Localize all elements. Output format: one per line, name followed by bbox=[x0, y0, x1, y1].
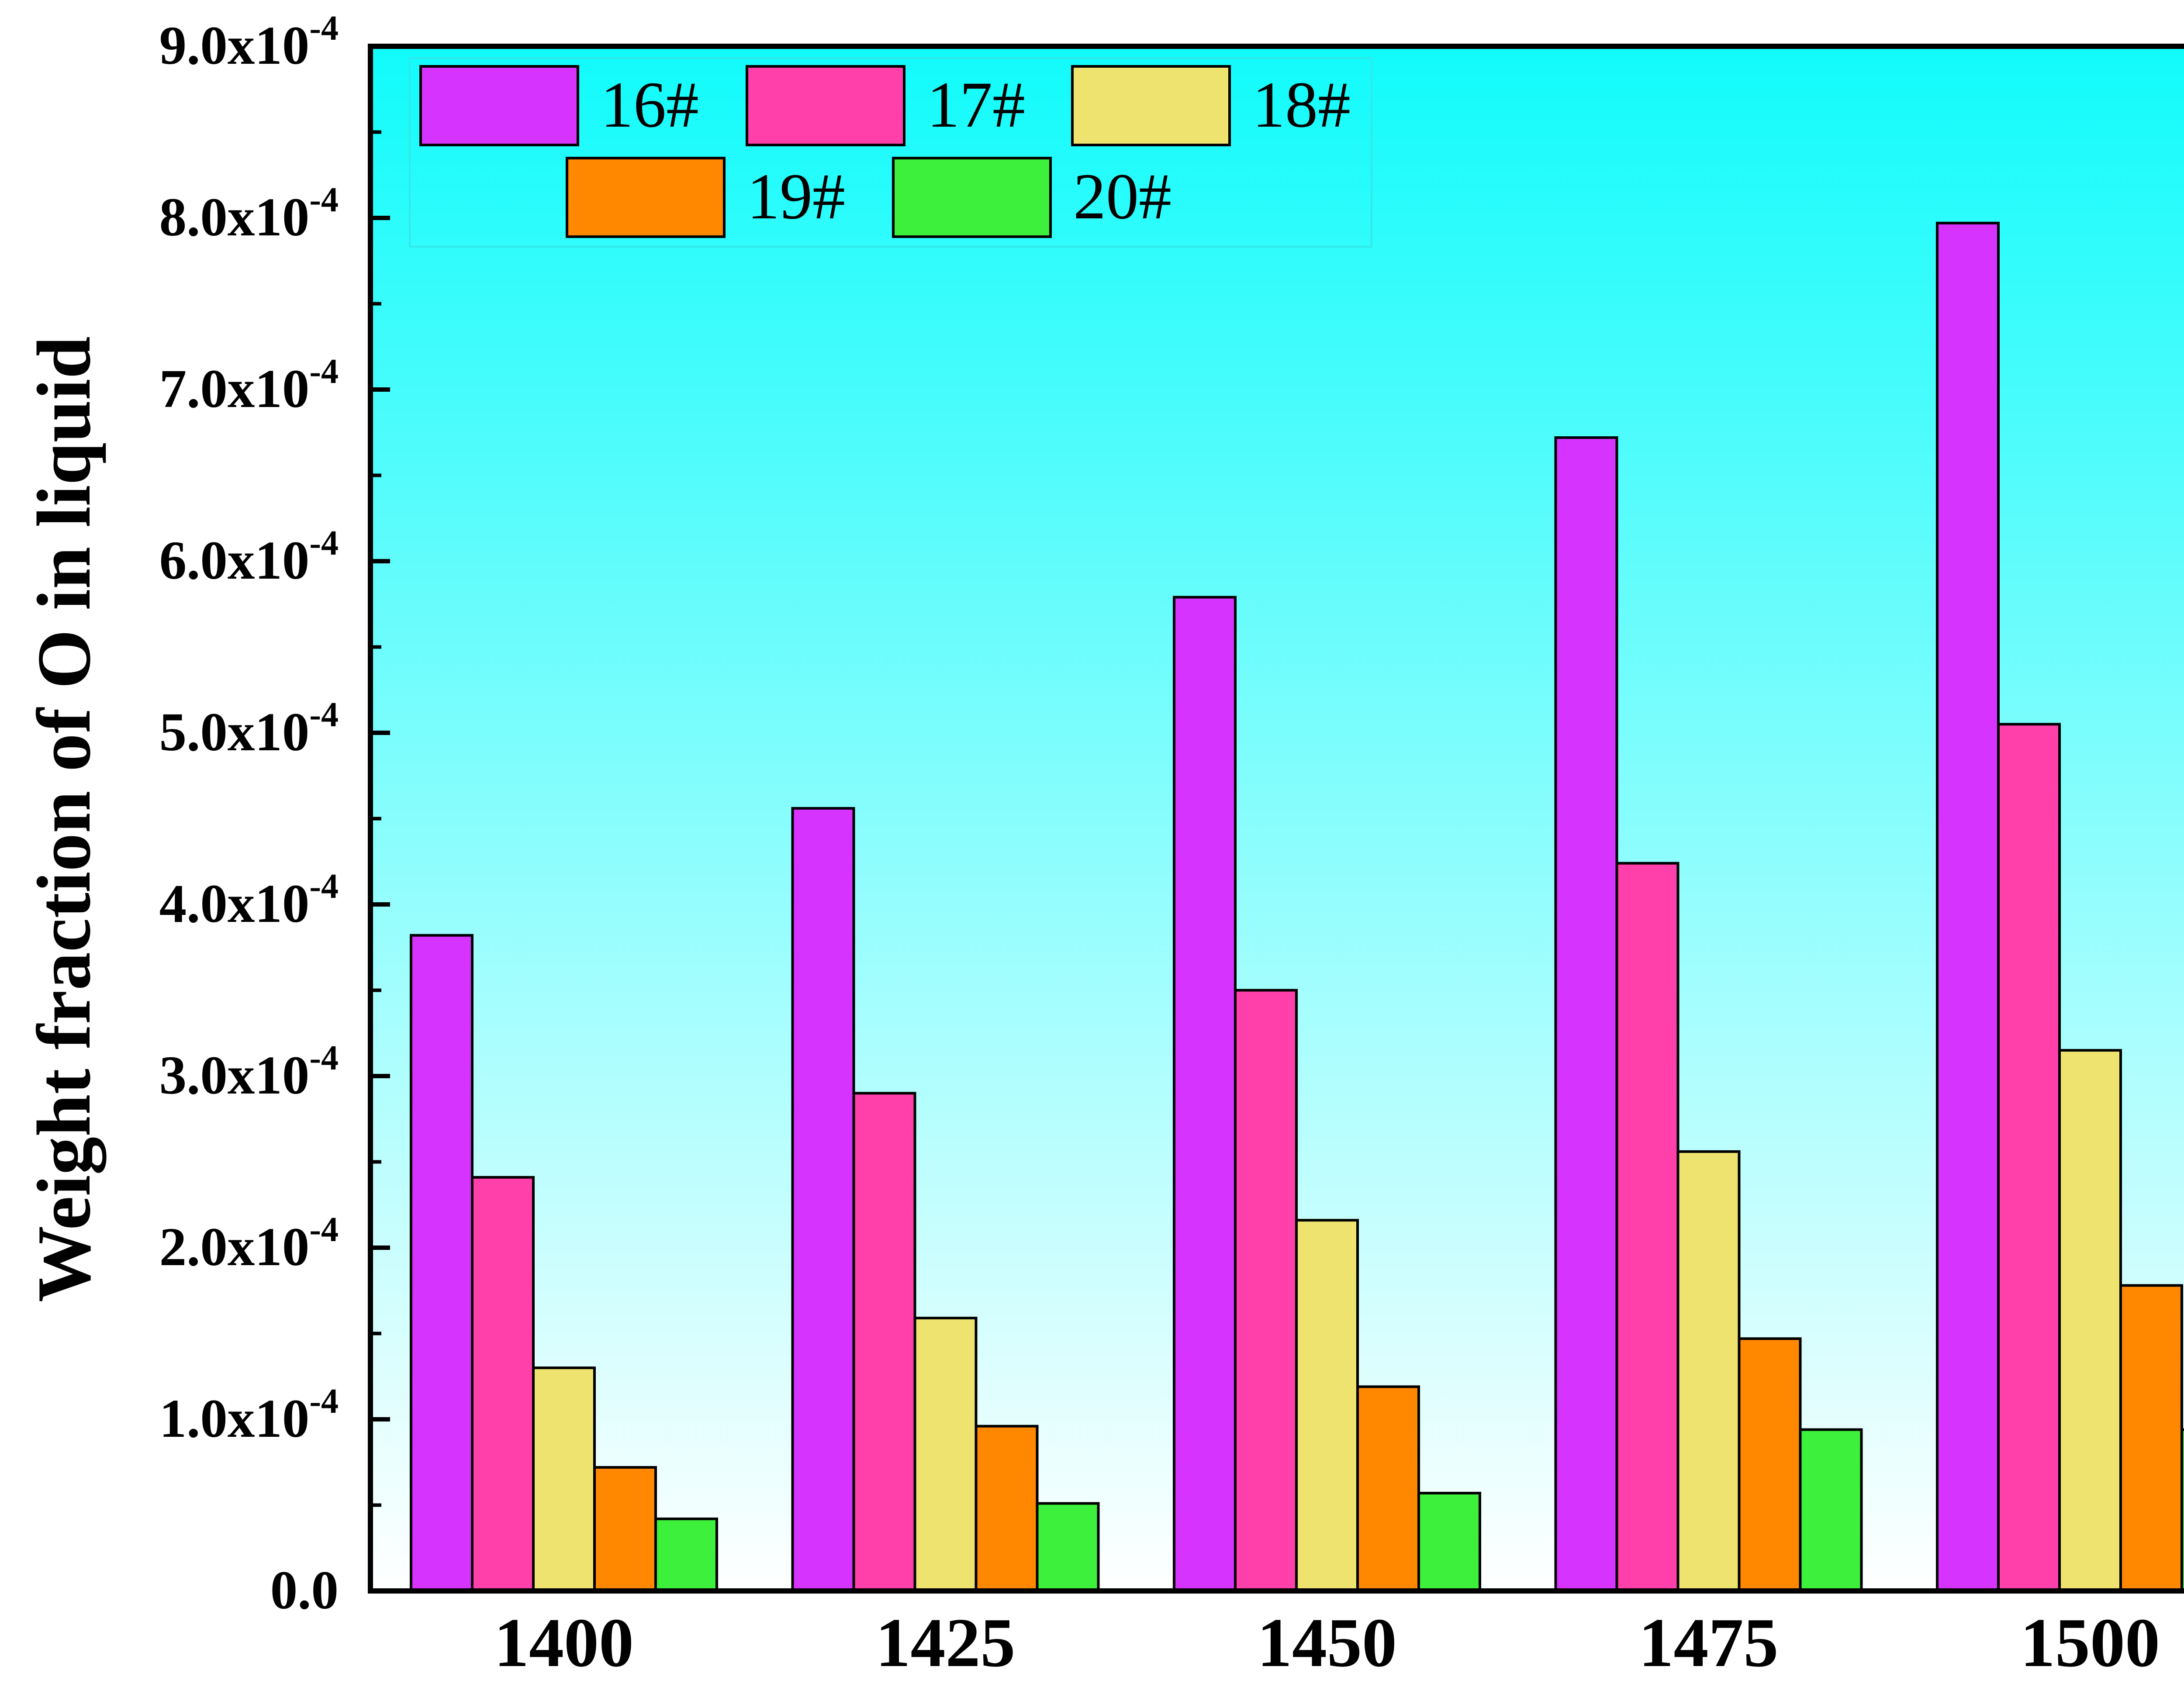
x-tick-label: 1500 bbox=[2020, 1604, 2160, 1681]
bar-17-1425 bbox=[852, 1092, 916, 1592]
legend-swatch-16 bbox=[419, 65, 579, 146]
bar-16-1450 bbox=[1173, 596, 1237, 1592]
bar-17-1475 bbox=[1615, 862, 1679, 1592]
bar-19-1450 bbox=[1356, 1385, 1420, 1593]
bar-18-1400 bbox=[532, 1366, 596, 1593]
legend: 16# 17# 18# 19# 20# bbox=[409, 57, 1372, 248]
bar-20-1400 bbox=[654, 1517, 718, 1592]
bar-19-1500 bbox=[2119, 1284, 2183, 1592]
y-tick-label: 2.0x10-4 bbox=[159, 1211, 339, 1277]
bar-16-1400 bbox=[410, 934, 473, 1592]
y-axis-title: Weight fraction of O in liquid bbox=[21, 336, 107, 1302]
bar-20-1450 bbox=[1417, 1491, 1481, 1592]
y-tick-label: 8.0x10-4 bbox=[159, 181, 339, 248]
legend-swatch-17 bbox=[746, 65, 905, 146]
bar-19-1475 bbox=[1738, 1337, 1802, 1593]
legend-swatch-19 bbox=[566, 157, 726, 238]
x-tick-label: 1400 bbox=[494, 1604, 634, 1681]
bar-20-1500 bbox=[2181, 1428, 2184, 1593]
bar-17-1400 bbox=[471, 1176, 535, 1593]
legend-swatch-20 bbox=[892, 157, 1052, 238]
y-axis: 0.0 1.0x10-4 2.0x10-4 3.0x10-4 4.0x10-4 5.0x1… bbox=[159, 9, 390, 1621]
legend-label-20: 20# bbox=[1073, 160, 1171, 233]
bar-17-1500 bbox=[1997, 723, 2061, 1592]
legend-label-19: 19# bbox=[747, 160, 845, 233]
bar-19-1400 bbox=[593, 1466, 657, 1593]
bars-layer bbox=[410, 221, 2184, 1593]
y-tick-label: 4.0x10-4 bbox=[159, 867, 339, 934]
bar-16-1425 bbox=[791, 807, 855, 1592]
y-tick-label: 3.0x10-4 bbox=[159, 1039, 339, 1106]
bar-18-1475 bbox=[1676, 1150, 1741, 1592]
x-tick-label: 1475 bbox=[1639, 1604, 1779, 1681]
bar-20-1425 bbox=[1036, 1502, 1100, 1593]
y-tick-label: 9.0x10-4 bbox=[159, 9, 339, 76]
x-tick-label: 1450 bbox=[1257, 1604, 1397, 1681]
legend-label-16: 16# bbox=[601, 69, 699, 141]
bar-20-1475 bbox=[1799, 1428, 1863, 1593]
legend-label-17: 17# bbox=[927, 69, 1025, 141]
bar-18-1500 bbox=[2058, 1049, 2122, 1592]
y-tick-label: 1.0x10-4 bbox=[159, 1382, 339, 1449]
bar-19-1425 bbox=[975, 1425, 1039, 1592]
legend-swatch-18 bbox=[1071, 65, 1231, 146]
x-axis: 1400 1425 1450 1475 1500 bbox=[494, 1604, 2160, 1681]
bar-16-1475 bbox=[1554, 436, 1618, 1592]
y-tick-label: 0.0 bbox=[270, 1560, 339, 1621]
bar-17-1450 bbox=[1234, 989, 1298, 1592]
x-tick-label: 1425 bbox=[876, 1604, 1016, 1681]
legend-label-18: 18# bbox=[1252, 69, 1351, 141]
bar-18-1425 bbox=[913, 1317, 978, 1592]
bar-18-1450 bbox=[1295, 1219, 1359, 1593]
y-tick-label: 5.0x10-4 bbox=[159, 696, 339, 762]
bar-16-1500 bbox=[1936, 221, 2000, 1592]
y-tick-label: 7.0x10-4 bbox=[159, 352, 339, 419]
y-tick-label: 6.0x10-4 bbox=[159, 524, 339, 591]
legend-box bbox=[409, 57, 1372, 248]
